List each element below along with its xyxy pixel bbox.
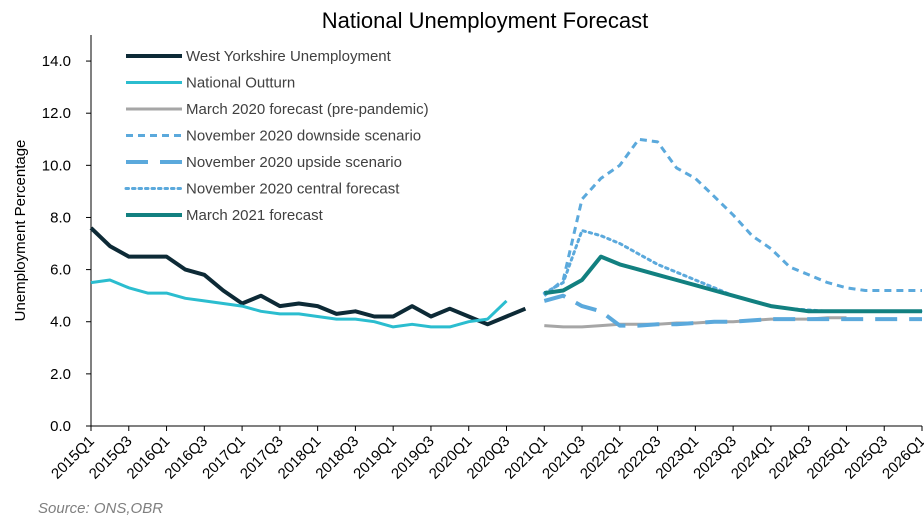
y-tick-label: 4.0 <box>50 314 71 331</box>
y-tick-label: 2.0 <box>50 366 71 383</box>
y-tick-label: 6.0 <box>50 262 71 279</box>
y-tick-label: 10.0 <box>42 157 71 174</box>
series-line <box>543 137 922 297</box>
y-tick-label: 14.0 <box>42 53 71 70</box>
legend-entry-background <box>124 98 431 120</box>
series-line <box>542 229 924 313</box>
legend-label: March 2021 forecast <box>186 207 324 224</box>
legend-label: November 2020 central forecast <box>186 181 400 198</box>
legend-entry-background <box>124 177 403 200</box>
legend-entry-background <box>124 204 326 226</box>
legend-label: National Outturn <box>186 75 295 92</box>
legend-entry-background <box>124 71 298 94</box>
source-note: Source: ONS,OBR <box>38 500 164 517</box>
y-tick-label: 0.0 <box>50 418 71 435</box>
series-line <box>544 316 847 329</box>
legend-entry-background <box>124 45 394 67</box>
legend-label: West Yorkshire Unemployment <box>186 48 392 65</box>
chart-title: National Unemployment Forecast <box>322 8 648 33</box>
y-axis-label: Unemployment Percentage <box>12 140 29 322</box>
series-line <box>90 278 508 329</box>
series-line <box>544 254 922 314</box>
y-tick-label: 8.0 <box>50 209 71 226</box>
legend-label: November 2020 downside scenario <box>186 128 421 145</box>
legend-label: March 2020 forecast (pre-pandemic) <box>186 101 429 118</box>
legend-entry-background <box>124 151 404 173</box>
legend-label: November 2020 upside scenario <box>186 154 402 171</box>
series-line <box>89 226 527 327</box>
y-tick-label: 12.0 <box>42 105 71 122</box>
legend-entry-background <box>124 124 424 147</box>
series-line <box>543 293 922 328</box>
